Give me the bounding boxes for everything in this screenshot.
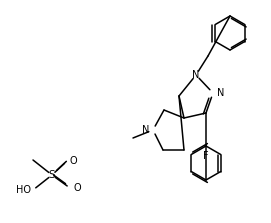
Text: N: N (142, 125, 149, 135)
Text: N: N (192, 70, 200, 80)
Text: O: O (70, 156, 78, 166)
Text: F: F (203, 151, 209, 161)
Text: N: N (217, 88, 224, 98)
Text: HO: HO (16, 185, 31, 195)
Text: S: S (49, 170, 55, 180)
Text: O: O (73, 183, 81, 193)
